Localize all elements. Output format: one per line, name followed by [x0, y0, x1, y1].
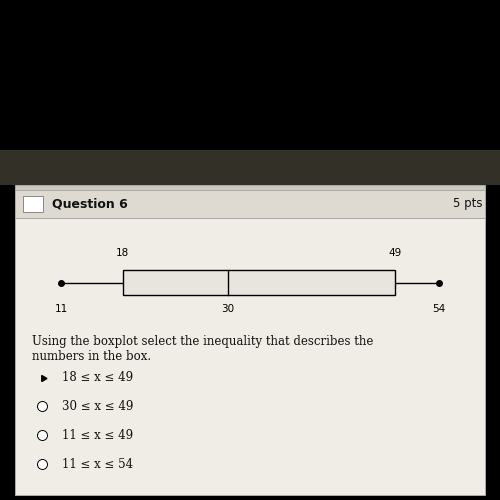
Bar	[0, 150, 500, 185]
Circle shape	[38, 460, 48, 469]
Bar	[22, 196, 42, 212]
Text: 5 pts: 5 pts	[453, 198, 482, 210]
Bar	[15, 185, 485, 495]
Text: 11: 11	[54, 304, 68, 314]
Text: 30: 30	[222, 304, 234, 314]
Text: 49: 49	[388, 248, 402, 258]
Circle shape	[38, 402, 48, 411]
Text: 18: 18	[116, 248, 130, 258]
Bar	[123, 270, 395, 295]
Text: Using the boxplot select the inequality that describes the
numbers in the box.: Using the boxplot select the inequality …	[32, 335, 374, 363]
Text: 18 ≤ x ≤ 49: 18 ≤ x ≤ 49	[62, 371, 134, 384]
Text: 54: 54	[432, 304, 446, 314]
Text: Question 6: Question 6	[52, 198, 128, 210]
Text: 11 ≤ x ≤ 49: 11 ≤ x ≤ 49	[62, 429, 134, 442]
Text: 11 ≤ x ≤ 54: 11 ≤ x ≤ 54	[62, 458, 134, 471]
Text: 30 ≤ x ≤ 49: 30 ≤ x ≤ 49	[62, 400, 134, 413]
Bar	[15, 218, 485, 495]
Bar	[15, 190, 485, 218]
Circle shape	[38, 430, 48, 440]
